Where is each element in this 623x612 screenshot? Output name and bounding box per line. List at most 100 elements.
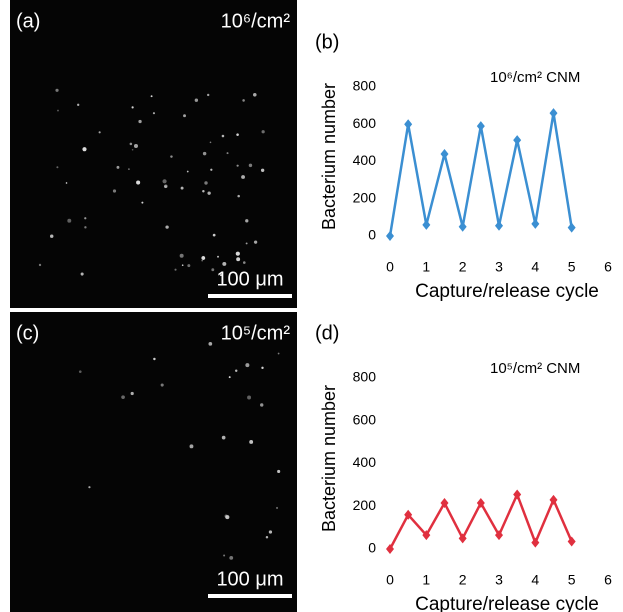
dot (222, 261, 227, 266)
y-tick-label: 600 (353, 411, 377, 427)
dot (265, 536, 269, 539)
data-point (458, 221, 467, 232)
x-tick-label: 0 (386, 572, 394, 588)
y-tick-label: 600 (353, 115, 377, 131)
x-tick-label: 6 (604, 259, 612, 275)
dot (84, 217, 87, 220)
panel-label: (c) (16, 322, 39, 344)
dot (208, 341, 213, 346)
dot (162, 179, 167, 184)
dot (224, 514, 228, 518)
x-tick-label: 1 (422, 259, 430, 275)
x-axis-label: Capture/release cycle (415, 594, 599, 612)
data-point (476, 498, 485, 509)
dot (136, 180, 141, 185)
micrograph-a (10, 0, 297, 308)
y-axis-label: Bacterium number (319, 83, 339, 230)
y-tick-label: 400 (353, 454, 377, 470)
scale-bar-label: 100 μm (216, 568, 283, 590)
dot (277, 469, 281, 474)
y-axis-label: Bacterium number (319, 385, 339, 532)
dot (241, 175, 245, 179)
dot (207, 93, 210, 97)
x-tick-label: 6 (604, 572, 612, 588)
data-point (404, 119, 413, 130)
panel-label: (b) (315, 31, 339, 53)
dot (260, 168, 265, 172)
data-point (495, 220, 503, 231)
dot (219, 274, 222, 277)
dot (242, 99, 245, 102)
dot (98, 131, 101, 134)
dot (183, 114, 186, 118)
dot (261, 130, 265, 134)
dot (210, 168, 213, 171)
scale-bar-label: 100 μm (216, 268, 283, 290)
dot (245, 219, 249, 223)
data-point (531, 537, 540, 548)
x-tick-label: 5 (568, 572, 576, 588)
dot (229, 555, 234, 560)
data-point (404, 509, 413, 520)
dot (211, 268, 215, 272)
dot (236, 257, 241, 262)
dot (78, 370, 82, 373)
dot (248, 163, 253, 168)
dot (180, 186, 184, 190)
dot (226, 152, 229, 155)
dot (202, 151, 207, 156)
dot (186, 170, 189, 173)
x-tick-label: 3 (495, 572, 503, 588)
dot (204, 181, 208, 185)
dot (65, 182, 68, 184)
dot (88, 486, 91, 489)
panel-label: (d) (315, 322, 339, 344)
dot (194, 98, 199, 102)
dot (235, 369, 238, 372)
data-point (549, 494, 558, 505)
dot (236, 164, 239, 167)
data-point (440, 149, 449, 160)
dot (235, 251, 240, 256)
data-point (513, 489, 522, 500)
data-point (567, 536, 576, 547)
dot (80, 272, 84, 276)
x-tick-label: 1 (422, 572, 430, 588)
data-point (386, 231, 394, 241)
data-point (440, 498, 449, 509)
series-line (388, 112, 573, 237)
dot (131, 148, 134, 151)
data-point (476, 121, 485, 132)
dot (247, 395, 252, 400)
y-tick-label: 200 (353, 497, 377, 513)
dot (77, 103, 80, 106)
dot (163, 184, 168, 189)
density-label: 10⁶/cm² (221, 10, 291, 32)
dot (121, 395, 125, 399)
dot (187, 264, 191, 268)
dot (221, 435, 226, 440)
data-point (458, 533, 467, 544)
dot (253, 92, 257, 97)
dot (217, 255, 219, 258)
dot (130, 391, 134, 396)
x-tick-label: 2 (459, 572, 467, 588)
micrograph-c (10, 312, 297, 612)
dot (55, 88, 59, 92)
y-tick-label: 200 (353, 189, 377, 205)
data-point (513, 135, 522, 146)
dot (129, 142, 133, 146)
x-tick-label: 3 (495, 259, 503, 275)
dot (260, 403, 264, 407)
dot (223, 554, 226, 557)
data-point (422, 219, 431, 230)
dot (202, 189, 205, 193)
dot (201, 259, 204, 262)
dot (128, 168, 130, 171)
dot (179, 253, 184, 258)
dot (116, 165, 120, 169)
dot (237, 194, 240, 198)
y-tick-label: 400 (353, 152, 377, 168)
x-tick-label: 0 (386, 259, 394, 275)
